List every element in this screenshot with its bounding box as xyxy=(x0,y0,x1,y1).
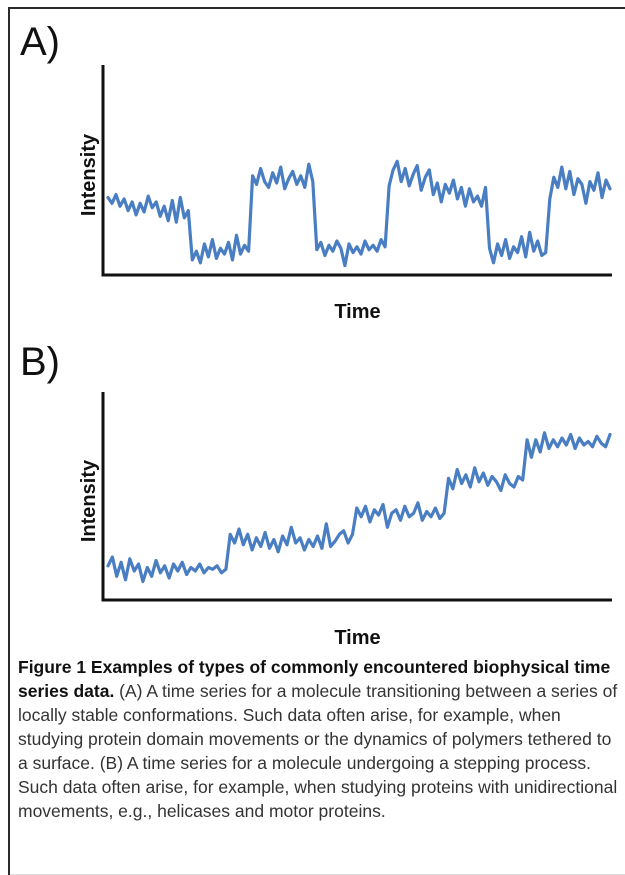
figure-caption: Figure 1 Examples of types of commonly e… xyxy=(18,655,618,823)
y-axis-label: Intensity xyxy=(78,459,100,542)
chart-b: Time Intensity xyxy=(78,392,612,649)
x-axis-label: Time xyxy=(334,301,380,323)
panel-label-a: A) xyxy=(20,20,60,64)
series-line xyxy=(106,431,612,584)
panel-label-b: B) xyxy=(20,340,60,384)
x-axis-label: Time xyxy=(334,627,380,649)
caption-title: Figure 1 Examples of types of commonly e… xyxy=(18,657,611,701)
y-axis-label: Intensity xyxy=(78,133,100,216)
caption-text: (A) A time series for a molecule transit… xyxy=(18,681,618,821)
chart-a: Time Intensity xyxy=(78,65,612,323)
series-line xyxy=(106,159,612,268)
